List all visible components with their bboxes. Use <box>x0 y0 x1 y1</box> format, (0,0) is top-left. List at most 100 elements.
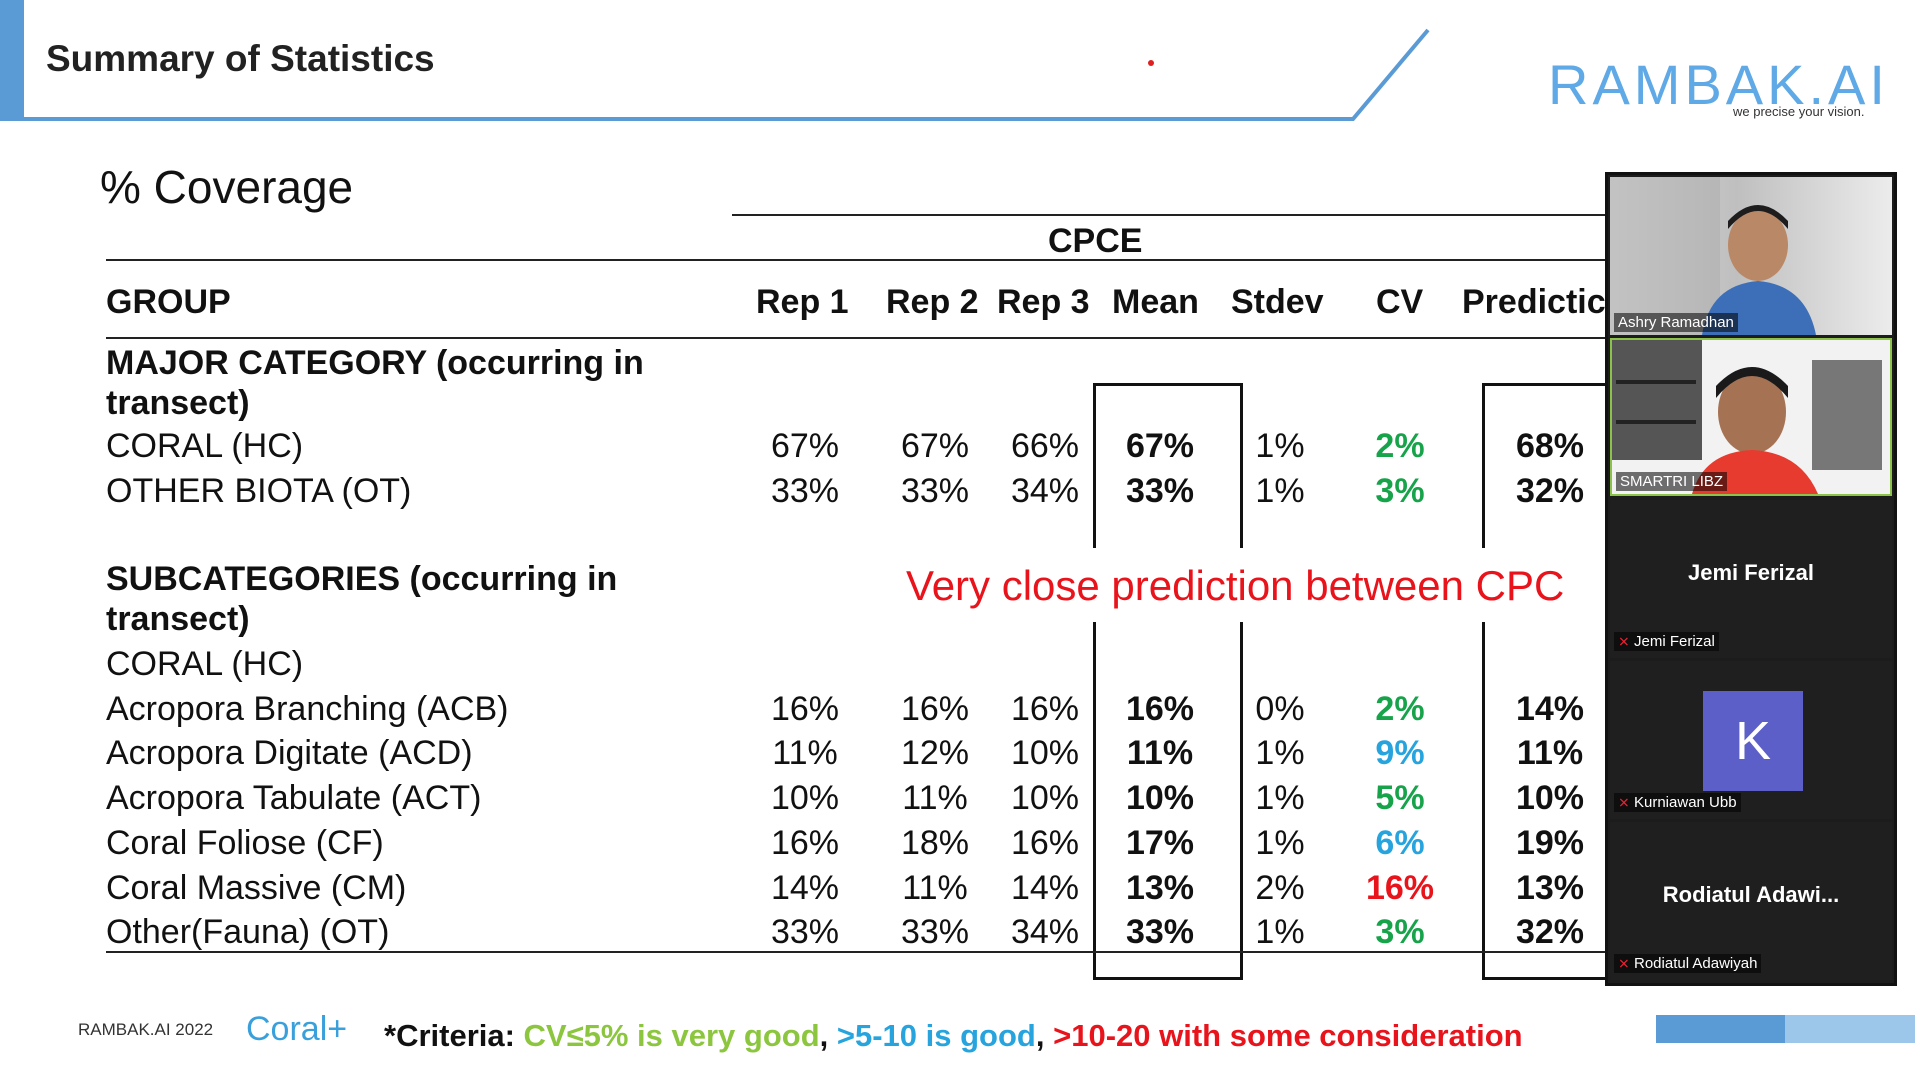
cell-stdev: 1% <box>1255 913 1305 951</box>
cell-stdev: 2% <box>1255 869 1305 907</box>
col-header-stdev: Stdev <box>1231 283 1324 321</box>
participant-display-rodiatul: Rodiatul Adawi... <box>1662 882 1840 907</box>
cell-pred: 32% <box>1515 472 1585 510</box>
col-header-rep1: Rep 1 <box>756 283 849 321</box>
cell-stdev: 1% <box>1255 824 1305 862</box>
cell-rep3: 16% <box>1010 690 1080 728</box>
participant-label-jemi: ⨯ Jemi Ferizal <box>1614 632 1719 651</box>
cell-stdev: 1% <box>1255 472 1305 510</box>
cell-rep2: 33% <box>900 472 970 510</box>
cell-pred: 11% <box>1516 734 1584 772</box>
cell-pred: 10% <box>1515 779 1585 817</box>
participant-tile-smartri[interactable]: SMARTRI LIBZ <box>1610 338 1892 496</box>
annotation-text: Very close prediction between CPC <box>906 562 1565 609</box>
col-header-rep2: Rep 2 <box>886 283 979 321</box>
cell-rep3: 14% <box>1010 869 1080 907</box>
participant-tile-rodiatul[interactable]: Rodiatul Adawi... ⨯ Rodiatul Adawiyah <box>1610 822 1892 980</box>
participant-name-ashry: Ashry Ramadhan <box>1614 313 1738 332</box>
participant-tile-ashry[interactable]: Ashry Ramadhan <box>1610 177 1892 335</box>
cell-stdev: 0% <box>1255 690 1305 728</box>
cell-rep1: 10% <box>770 779 840 817</box>
major-category-title: MAJOR CATEGORY (occurring in transect) <box>106 344 644 422</box>
cell-stdev: 1% <box>1255 427 1305 465</box>
cell-pred: 14% <box>1515 690 1585 728</box>
cell-rep1: 16% <box>770 690 840 728</box>
cell-cv: 3% <box>1375 472 1425 510</box>
cell-rep3: 34% <box>1010 913 1080 951</box>
col-header-rep3: Rep 3 <box>997 283 1090 321</box>
subcategory-title: SUBCATEGORIES (occurring in transect) <box>106 560 618 638</box>
cell-rep3: 10% <box>1010 779 1080 817</box>
participant-label-rodiatul: ⨯ Rodiatul Adawiyah <box>1614 954 1762 973</box>
header-bottom-rule <box>106 337 1607 339</box>
cell-mean: 33% <box>1125 472 1195 510</box>
row-label: Acropora Tabulate (ACT) <box>106 779 482 817</box>
cell-mean: 16% <box>1125 690 1195 728</box>
cell-cv: 2% <box>1375 427 1425 465</box>
cell-pred: 19% <box>1515 824 1585 862</box>
criteria-prefix: *Criteria: <box>384 1018 524 1053</box>
prediction-sub-box <box>1482 622 1615 980</box>
cpce-top-rule <box>732 214 1607 216</box>
cell-cv: 2% <box>1375 690 1425 728</box>
cell-rep2: 12% <box>900 734 970 772</box>
cell-rep2: 11% <box>902 779 968 817</box>
cell-mean: 67% <box>1125 427 1195 465</box>
cell-rep2: 18% <box>900 824 970 862</box>
prediction-major-box <box>1482 383 1615 548</box>
cell-rep3: 16% <box>1010 824 1080 862</box>
cell-cv: 16% <box>1365 869 1435 907</box>
cell-pred: 13% <box>1515 869 1585 907</box>
participant-name-jemi: Jemi Ferizal <box>1634 633 1715 650</box>
slide-title: Summary of Statistics <box>46 38 435 79</box>
cell-rep3: 10% <box>1010 734 1080 772</box>
cell-cv: 3% <box>1375 913 1425 951</box>
cell-rep1: 14% <box>770 869 840 907</box>
cell-rep2: 33% <box>900 913 970 951</box>
cell-stdev: 1% <box>1255 779 1305 817</box>
subcategory-group-label: CORAL (HC) <box>106 645 304 683</box>
participant-label-kurniawan: ⨯ Kurniawan Ubb <box>1614 793 1741 812</box>
cell-mean: 33% <box>1125 913 1195 951</box>
cell-rep2: 67% <box>900 427 970 465</box>
row-label: Other(Fauna) (OT) <box>106 913 390 951</box>
row-label: Acropora Digitate (ACD) <box>106 734 473 772</box>
participant-name-rodiatul: Rodiatul Adawiyah <box>1634 955 1758 972</box>
participant-avatar-kurniawan: K <box>1703 691 1803 791</box>
cell-rep1: 67% <box>770 427 840 465</box>
cell-rep2: 16% <box>900 690 970 728</box>
footer-brand: Coral+ <box>246 1010 348 1048</box>
cell-pred: 68% <box>1515 427 1585 465</box>
row-label: Coral Foliose (CF) <box>106 824 384 862</box>
header-top-rule <box>106 259 1607 261</box>
participant-tile-jemi[interactable]: Jemi Ferizal ⨯ Jemi Ferizal <box>1610 500 1892 658</box>
participant-video-ashry <box>1610 177 1816 335</box>
footer-criteria: *Criteria: CV≤5% is very good, >5-10 is … <box>384 1018 1523 1054</box>
criteria-good: >5-10 is good <box>836 1018 1036 1053</box>
cell-rep1: 11% <box>772 734 838 772</box>
header-divider-line <box>24 28 1430 121</box>
header-accent-bar <box>0 0 24 121</box>
cell-stdev: 1% <box>1255 734 1305 772</box>
footer-accent-bar-light <box>1785 1015 1915 1043</box>
cell-cv: 6% <box>1375 824 1425 862</box>
video-participants-panel[interactable]: Ashry Ramadhan SMARTRI LIBZ Jemi Ferizal… <box>1605 172 1897 986</box>
mean-major-box <box>1093 383 1243 548</box>
coverage-heading: % Coverage <box>100 161 354 213</box>
cell-pred: 32% <box>1515 913 1585 951</box>
cell-mean: 17% <box>1125 824 1195 862</box>
cell-rep1: 33% <box>770 472 840 510</box>
cell-mean: 11% <box>1126 734 1194 772</box>
col-header-group: GROUP <box>106 283 231 321</box>
col-header-prediction: Predictic <box>1462 283 1605 321</box>
mic-muted-icon: ⨯ <box>1618 794 1630 810</box>
participant-name-kurniawan: Kurniawan Ubb <box>1634 794 1737 811</box>
col-header-cv: CV <box>1376 283 1424 321</box>
row-label: OTHER BIOTA (OT) <box>106 472 412 510</box>
cell-rep1: 33% <box>770 913 840 951</box>
participant-tile-kurniawan[interactable]: K ⨯ Kurniawan Ubb <box>1610 661 1892 819</box>
cell-rep3: 66% <box>1010 427 1080 465</box>
cell-rep2: 11% <box>902 869 968 907</box>
criteria-consideration: >10-20 with some consideration <box>1053 1018 1523 1053</box>
row-label: Acropora Branching (ACB) <box>106 690 509 728</box>
